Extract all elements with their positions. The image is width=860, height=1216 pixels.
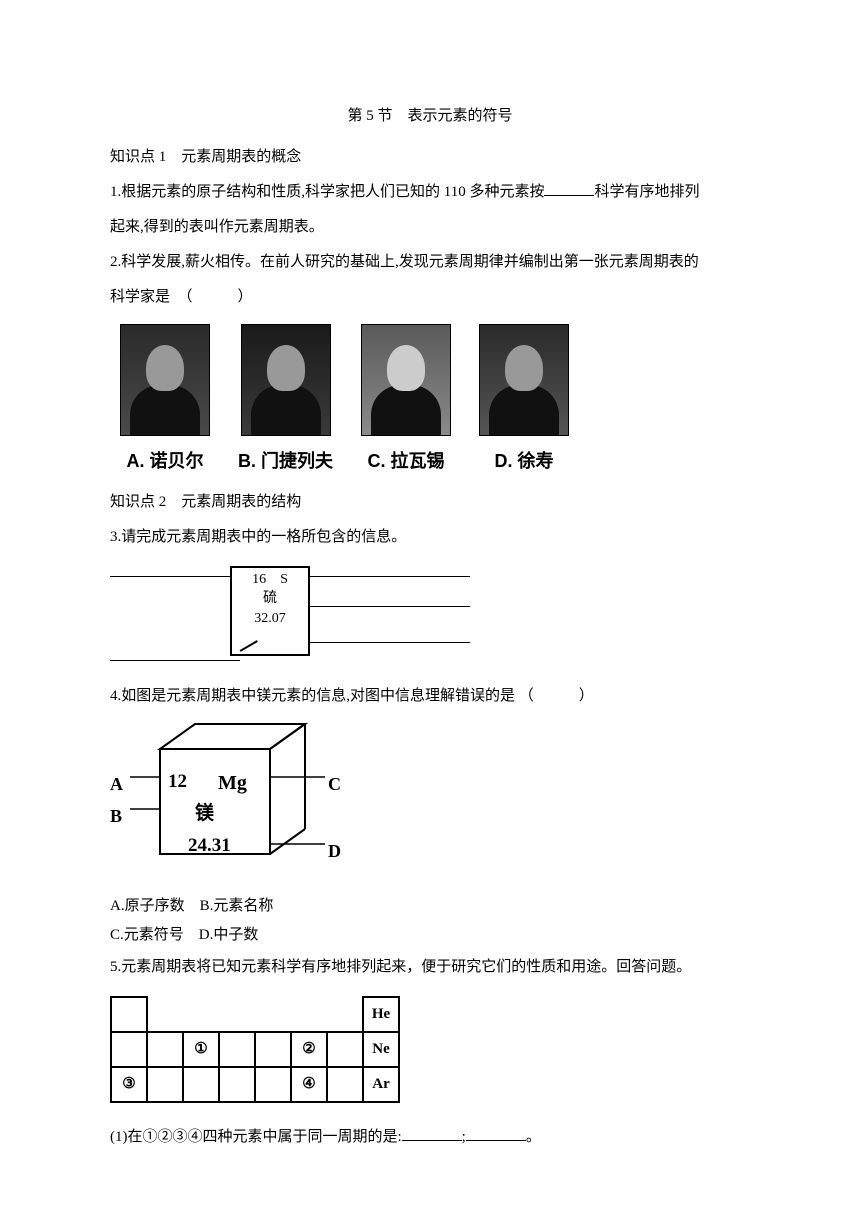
cell-name: 硫 [232,589,308,609]
cell-he: He [363,997,399,1032]
blank-top-left [110,576,210,577]
cube-number: 12 [168,761,187,803]
lead-tl [210,576,230,578]
periodic-table-diagram: He ① ② Ne ③ ④ Ar [110,996,750,1103]
q5-1-pre: (1)在①②③④四种元素中属于同一周期的是: [110,1129,402,1145]
portrait-lavoisier [361,324,451,436]
q5-1-post: 。 [526,1129,541,1145]
caption-d: D. 徐寿 [495,442,554,482]
q1-pre: 1.根据元素的原子结构和性质,科学家把人们已知的 110 多种元素按 [110,184,544,200]
caption-a: A. 诺贝尔 [126,442,203,482]
cell-ar: Ar [363,1067,399,1102]
cube-mass: 24.31 [188,825,231,867]
option-c: C. 拉瓦锡 [361,324,451,482]
portrait-mendeleev [241,324,331,436]
cell-circ2: ② [291,1032,327,1067]
lead-br [310,642,330,644]
caption-c: C. 拉瓦锡 [368,442,445,482]
element-cell-diagram: 16 S 硫 32.07 [110,562,490,672]
page-title: 第 5 节 表示元素的符号 [110,100,750,133]
portrait-nobel [120,324,210,436]
q2-line1: 2.科学发展,薪火相传。在前人研究的基础上,发现元素周期律并编制出第一张元素周期… [110,246,750,279]
periodic-table: He ① ② Ne ③ ④ Ar [110,996,400,1103]
q1-line1: 1.根据元素的原子结构和性质,科学家把人们已知的 110 多种元素按 科学有序地排… [110,176,750,209]
q2-line2: 科学家是 （ ） [110,281,750,314]
q3: 3.请完成元素周期表中的一格所包含的信息。 [110,521,750,554]
scientist-options: A. 诺贝尔 B. 门捷列夫 C. 拉瓦锡 D. 徐寿 [120,324,750,482]
q5-1: (1)在①②③④四种元素中属于同一周期的是:;。 [110,1121,750,1154]
q1-post: 科学有序地排列 [594,184,699,200]
mg-cube-diagram: A B C D 12 Mg 镁 24.31 [110,719,370,889]
q5: 5.元素周期表将已知元素科学有序地排列起来，便于研究它们的性质和用途。回答问题。 [110,951,750,984]
cell-symbol: S [280,572,288,587]
label-d: D [328,832,341,872]
q4-opts-line1: A.原子序数 B.元素名称 [110,893,750,920]
lead-tr [310,576,330,578]
cell-circ1: ① [183,1032,219,1067]
cell-number: 16 [252,572,266,587]
cell-mass: 32.07 [232,609,308,629]
blank-bottom-left [110,660,240,661]
label-c: C [328,765,341,805]
cell-circ4: ④ [291,1067,327,1102]
kp2-heading: 知识点 2 元素周期表的结构 [110,486,750,519]
q5-1-blank2 [466,1126,526,1141]
option-a: A. 诺贝尔 [120,324,210,482]
lead-mr [310,606,330,608]
portrait-xushou [479,324,569,436]
caption-b: B. 门捷列夫 [238,442,333,482]
q5-1-blank1 [402,1126,462,1141]
cell-circ3: ③ [111,1067,147,1102]
blank-top-right [330,576,470,577]
blank-mid-right [330,606,470,607]
element-cell: 16 S 硫 32.07 [230,566,310,656]
q1-blank [544,181,594,196]
kp1-heading: 知识点 1 元素周期表的概念 [110,141,750,174]
blank-bottom-right [330,642,470,643]
cell-ne: Ne [363,1032,399,1067]
q4: 4.如图是元素周期表中镁元素的信息,对图中信息理解错误的是 （ ） [110,680,750,713]
q4-opts-line2: C.元素符号 D.中子数 [110,922,750,949]
cube-symbol: Mg [218,761,247,805]
q1-line2: 起来,得到的表叫作元素周期表。 [110,211,750,244]
option-d: D. 徐寿 [479,324,569,482]
label-b: B [110,797,122,837]
option-b: B. 门捷列夫 [238,324,333,482]
